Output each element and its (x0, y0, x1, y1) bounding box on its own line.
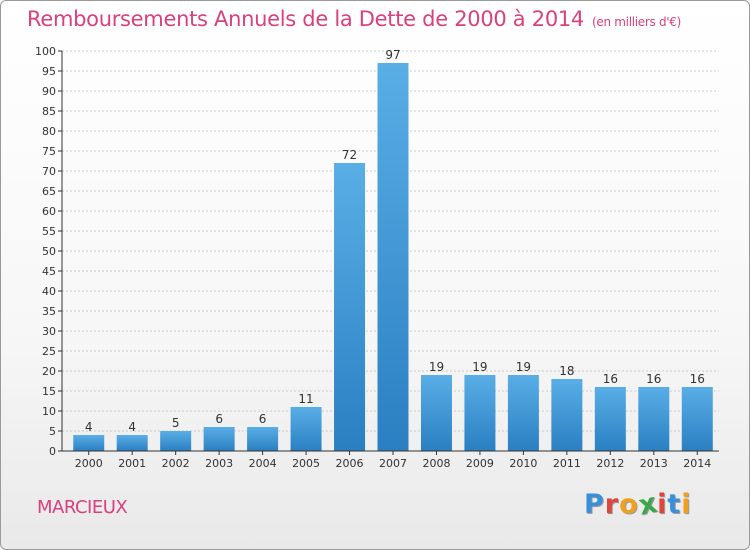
units-text: (en milliers d'€) (592, 15, 682, 29)
bar-2003 (203, 427, 235, 451)
y-tick-label: 50 (42, 245, 56, 258)
y-tick-label: 25 (42, 345, 56, 358)
value-label-2000: 4 (85, 420, 93, 434)
y-tick-label: 95 (42, 65, 56, 78)
bar-2001 (116, 435, 148, 451)
logo-letter: r (604, 489, 620, 520)
x-tick-label-2006: 2006 (336, 457, 364, 470)
value-label-2004: 6 (259, 412, 267, 426)
value-label-2003: 6 (215, 412, 223, 426)
bar-2009 (464, 375, 496, 451)
x-tick-label-2007: 2007 (379, 457, 407, 470)
bar-2002 (160, 431, 192, 451)
y-tick-label: 75 (42, 145, 56, 158)
y-tick-label: 55 (42, 225, 56, 238)
value-label-2002: 5 (172, 416, 180, 430)
y-tick-label: 30 (42, 325, 56, 338)
proxiti-logo: Proxiti (584, 487, 692, 521)
y-tick-label: 10 (42, 405, 56, 418)
value-label-2001: 4 (128, 420, 136, 434)
logo-letter: i (657, 489, 668, 520)
value-labels: 4 4 5 6 6 11 72 97 19 19 19 18 16 16 16 (85, 48, 705, 434)
logo-letter: t (667, 489, 682, 520)
bar-2007 (377, 63, 409, 451)
y-tick-label: 35 (42, 305, 56, 318)
y-tick-label: 20 (42, 365, 56, 378)
bar-2000 (73, 435, 105, 451)
value-label-2005: 11 (298, 392, 313, 406)
x-tick-label-2012: 2012 (596, 457, 624, 470)
x-tick-label-2001: 2001 (118, 457, 146, 470)
y-tick-label: 85 (42, 105, 56, 118)
bar-2008 (420, 375, 452, 451)
y-tick-label: 60 (42, 205, 56, 218)
logo-letter: o (619, 489, 639, 520)
value-label-2008: 19 (429, 360, 444, 374)
axes (61, 51, 719, 452)
y-tick-label: 45 (42, 265, 56, 278)
value-label-2014: 16 (690, 372, 705, 386)
y-tick-label: 0 (49, 445, 56, 458)
y-axis-ticks: 0 5 10 15 20 25 30 35 40 45 50 55 60 65 70 75 80 85 90 95 10… (35, 45, 62, 458)
x-tick-label-2004: 2004 (249, 457, 277, 470)
x-tick-label-2005: 2005 (292, 457, 320, 470)
bar-2010 (507, 375, 539, 451)
y-tick-label: 15 (42, 385, 56, 398)
title-text: Remboursements Annuels de la Dette de 20… (27, 7, 584, 31)
x-tick-label-2010: 2010 (509, 457, 537, 470)
bar-2006 (334, 163, 366, 451)
x-tick-label-2002: 2002 (162, 457, 190, 470)
bar-2013 (638, 387, 670, 451)
logo-letter: P (584, 489, 605, 520)
x-tick-label-2003: 2003 (205, 457, 233, 470)
y-tick-label: 5 (49, 425, 56, 438)
bar-2014 (681, 387, 713, 451)
y-tick-label: 80 (42, 125, 56, 138)
x-tick-label-2011: 2011 (553, 457, 581, 470)
value-label-2010: 19 (516, 360, 531, 374)
y-tick-label: 70 (42, 165, 56, 178)
bar-2011 (551, 379, 583, 451)
logo-letter: i (681, 489, 692, 520)
value-label-2006: 72 (342, 148, 357, 162)
y-tick-label: 40 (42, 285, 56, 298)
x-tick-label-2000: 2000 (75, 457, 103, 470)
bars (73, 63, 713, 451)
value-label-2007: 97 (385, 48, 400, 62)
y-tick-label: 100 (35, 45, 56, 58)
value-label-2009: 19 (472, 360, 487, 374)
commune-name: MARCIEUX (37, 497, 128, 518)
x-tick-label-2008: 2008 (422, 457, 450, 470)
x-tick-label-2013: 2013 (640, 457, 668, 470)
bar-2004 (247, 427, 279, 451)
x-axis-ticks: 2000 2001 2002 2003 2004 2005 2006 2007 2008 2009… (75, 451, 711, 470)
y-tick-label: 90 (42, 85, 56, 98)
bar-2012 (594, 387, 626, 451)
bar-2005 (290, 407, 322, 451)
value-label-2013: 16 (646, 372, 661, 386)
x-tick-label-2014: 2014 (683, 457, 711, 470)
chart-title: Remboursements Annuels de la Dette de 20… (27, 7, 681, 31)
value-label-2011: 18 (559, 364, 574, 378)
value-label-2012: 16 (603, 372, 618, 386)
y-tick-label: 65 (42, 185, 56, 198)
x-tick-label-2009: 2009 (466, 457, 494, 470)
